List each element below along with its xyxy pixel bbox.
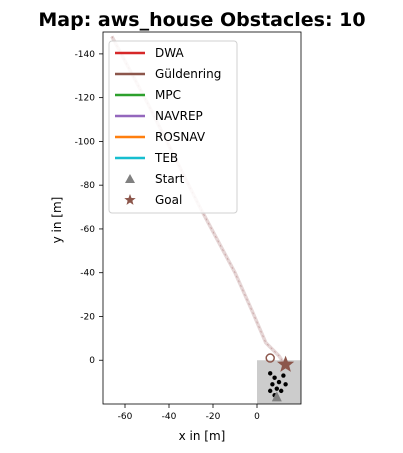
x-axis-label: x in [m]: [179, 429, 226, 443]
legend-label: Güldenring: [155, 67, 221, 81]
obstacle-marker: [272, 375, 277, 380]
x-tick-label: -20: [206, 412, 221, 422]
legend-label: Start: [155, 172, 185, 186]
obstacle-marker: [279, 388, 284, 394]
legend-label: MPC: [155, 88, 181, 102]
trajectory-line: [111, 36, 289, 370]
y-tick-label: -100: [75, 137, 96, 147]
obstacle-marker: [283, 382, 288, 387]
y-tick-label: -40: [80, 269, 95, 279]
y-tick-label: -20: [80, 312, 95, 322]
obstacle-marker: [274, 386, 279, 391]
y-tick-label: -120: [75, 94, 96, 104]
legend-swatch-goal: [124, 194, 136, 205]
y-tick-label: -80: [80, 181, 95, 191]
y-axis-label: y in [m]: [50, 197, 64, 244]
axes-frame: [102, 31, 302, 405]
x-tick-label: 0: [254, 412, 260, 422]
x-tick-label: -40: [162, 412, 177, 422]
start-marker: [271, 391, 282, 402]
obstacle-marker: [270, 382, 275, 387]
goal-marker: [277, 355, 295, 372]
legend: DWA Güldenring MPC NAVREP ROSNAV TEB Start Goal: [108, 40, 238, 214]
y-tick-label: 0: [89, 356, 95, 366]
obstacle-marker: [276, 379, 282, 385]
y-tick-label: -60: [80, 225, 95, 235]
chart-title: Map: aws_house Obstacles: 10: [38, 9, 365, 31]
x-tick-label: -60: [118, 412, 133, 422]
legend-box: [108, 40, 238, 214]
legend-swatch-start: [125, 174, 135, 183]
obstacle-marker: [268, 371, 273, 376]
legend-label: TEB: [154, 151, 178, 165]
y-tick-label: -140: [75, 50, 96, 60]
legend-label: DWA: [155, 46, 184, 60]
legend-label: Goal: [155, 193, 182, 207]
legend-label: ROSNAV: [155, 130, 206, 144]
obstacle-marker: [281, 373, 286, 378]
obstacle-marker: [268, 388, 273, 394]
collision-marker: [265, 353, 275, 363]
legend-label: NAVREP: [155, 109, 203, 123]
